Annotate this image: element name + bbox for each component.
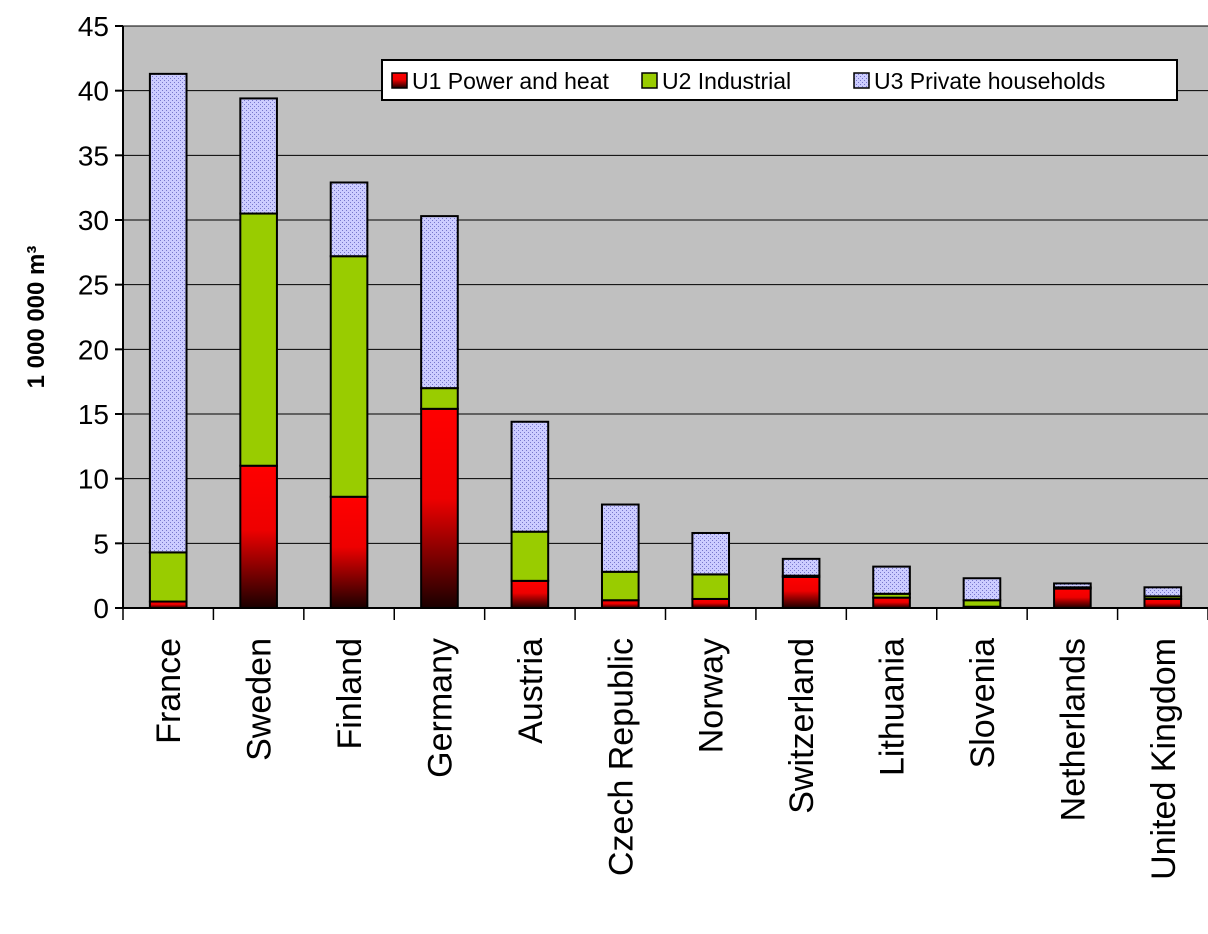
bar-segment xyxy=(148,72,188,554)
x-tick-label: Norway xyxy=(693,638,731,753)
y-tick-label: 5 xyxy=(93,528,109,559)
bar-segment xyxy=(600,570,640,602)
bar-segment xyxy=(510,530,550,582)
legend-label: U3 Private households xyxy=(874,68,1105,94)
bar-segment xyxy=(329,181,369,258)
bar-segment xyxy=(239,97,278,215)
x-tick-label: Lithuania xyxy=(874,638,912,776)
y-tick-label: 10 xyxy=(78,464,109,495)
y-tick-label: 40 xyxy=(78,76,109,107)
bar-segment xyxy=(420,387,459,410)
bar-segment xyxy=(329,255,369,498)
x-tick-label: Czech Republic xyxy=(602,638,640,876)
x-tick-label: Sweden xyxy=(241,638,279,761)
bar-segment xyxy=(691,573,731,600)
y-tick-label: 35 xyxy=(78,140,109,171)
bar-segment xyxy=(600,599,640,609)
x-tick-label: Austria xyxy=(512,638,550,744)
x-tick-label: France xyxy=(150,638,188,744)
y-tick-label: 20 xyxy=(78,334,109,365)
x-tick-label: Finland xyxy=(331,638,369,750)
bar-segment xyxy=(872,565,911,595)
legend-label: U1 Power and heat xyxy=(412,68,610,94)
bar-segment xyxy=(962,577,1002,602)
y-axis-label: 1 000 000 m³ xyxy=(23,246,50,389)
bar-segment xyxy=(1143,586,1183,598)
x-tick-label: Germany xyxy=(421,638,459,778)
y-tick-label: 45 xyxy=(78,11,109,42)
x-tick-label: Slovenia xyxy=(964,638,1002,769)
bar-segment xyxy=(691,531,731,576)
bar-segment xyxy=(781,575,821,610)
x-tick-label: Netherlands xyxy=(1054,638,1092,821)
legend-swatch xyxy=(853,72,870,89)
bar-segment xyxy=(420,215,459,390)
plot-area xyxy=(123,26,1208,608)
bar-segment xyxy=(1143,597,1183,609)
legend-label: U2 Industrial xyxy=(662,68,791,94)
y-tick-label: 30 xyxy=(78,205,109,236)
bar-segment xyxy=(510,579,550,610)
y-tick-label: 0 xyxy=(93,593,109,624)
bar-segment xyxy=(420,407,459,609)
y-tick-label: 15 xyxy=(78,399,109,430)
bar-segment xyxy=(239,464,278,609)
legend-swatch xyxy=(391,72,408,89)
x-tick-label: Switzerland xyxy=(783,638,821,814)
bar-segment xyxy=(872,596,911,609)
bar-segment xyxy=(510,420,550,533)
x-tick-label: United Kingdom xyxy=(1145,638,1183,880)
bar-segment xyxy=(781,557,821,577)
bar-segment xyxy=(1053,587,1092,609)
bar-segment xyxy=(329,495,369,610)
legend: U1 Power and heat U2 Industrial U3 Private… xyxy=(381,59,1178,101)
y-tick-label: 25 xyxy=(78,270,109,301)
legend-box xyxy=(381,59,1178,101)
legend-swatch xyxy=(641,72,658,89)
bar-segment xyxy=(148,551,188,603)
bar-segment xyxy=(239,212,278,467)
bar-segment xyxy=(600,503,640,573)
bar-segment xyxy=(691,597,731,609)
bar-segment xyxy=(1053,582,1092,589)
